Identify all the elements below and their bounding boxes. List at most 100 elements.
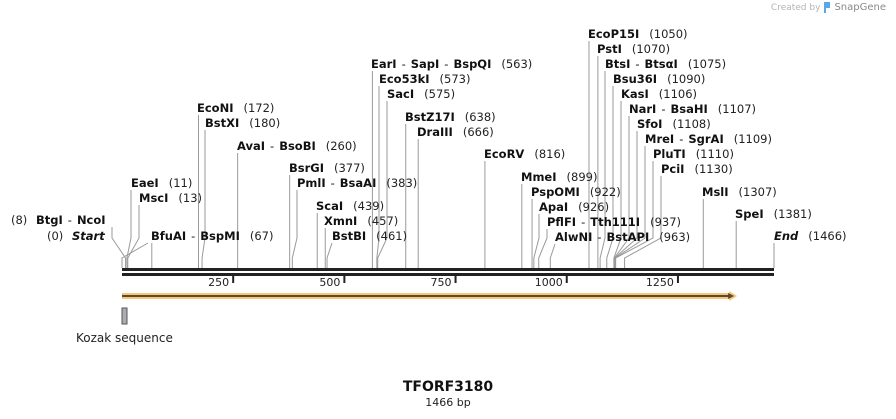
enzyme-name: BspMI (200, 229, 240, 243)
ruler-tick (343, 276, 346, 283)
site-label-bfuai-bspmi[interactable]: BfuAI - BspMI (67) (151, 229, 273, 243)
site-label-bstxi[interactable]: BstXI (180) (205, 116, 280, 130)
enzyme-name: MmeI (521, 170, 557, 184)
credit-brand: SnapGene (834, 2, 886, 13)
name-separator: - (330, 176, 335, 190)
enzyme-name: PluTI (653, 147, 686, 161)
name-separator: - (581, 215, 586, 229)
ruler-ticks (232, 276, 679, 283)
site-label-msli[interactable]: MslI (1307) (702, 185, 777, 199)
site-label-sfoi[interactable]: SfoI (1108) (637, 117, 711, 131)
site-leader-line (533, 214, 540, 268)
site-label-ecorv[interactable]: EcoRV (816) (484, 147, 565, 161)
enzyme-name: BstZ17I (405, 110, 455, 124)
site-label-nari-bsahi[interactable]: NarI - BsaHI (1107) (629, 102, 756, 116)
site-label-bsu36i[interactable]: Bsu36I (1090) (613, 72, 705, 86)
site-label-draiii[interactable]: DraIII (666) (417, 125, 494, 139)
enzyme-name: BfuAI (151, 229, 187, 243)
site-position: (1107) (717, 102, 757, 116)
site-label-psti[interactable]: PstI (1070) (597, 42, 670, 56)
backbone-top-strand[interactable] (122, 268, 774, 271)
site-position: (1109) (733, 132, 772, 146)
snapgene-logo-icon (824, 2, 831, 13)
site-label-bstbi[interactable]: BstBI (461) (332, 229, 407, 243)
site-position: (1307) (738, 185, 777, 199)
site-label-bstz17i[interactable]: BstZ17I (638) (405, 110, 496, 124)
site-label-scai[interactable]: ScaI (439) (316, 199, 384, 213)
site-label-apai[interactable]: ApaI (926) (539, 200, 609, 214)
site-label-pmli-bsaai[interactable]: PmlI - BsaAI (383) (297, 176, 417, 190)
ruler-tick-label: 500 (319, 276, 341, 289)
site-position: (8) (11, 213, 28, 227)
site-position: (937) (650, 215, 682, 229)
site-position: (638) (464, 110, 496, 124)
site-leader-line (291, 190, 298, 268)
enzyme-name: MreI (645, 132, 675, 146)
site-label-pluti[interactable]: PluTI (1110) (653, 147, 734, 161)
site-position: (13) (178, 191, 202, 205)
site-label-btsi-btsαi[interactable]: BtsI - BtsαI (1075) (605, 57, 726, 71)
enzyme-name: EcoNI (197, 101, 234, 115)
name-separator: - (401, 57, 406, 71)
feature-label-kozak[interactable]: Kozak sequence (76, 331, 173, 345)
site-leader-line (624, 176, 662, 268)
site-label-eaei[interactable]: EaeI (11) (131, 176, 192, 190)
dna-backbone[interactable] (122, 268, 774, 276)
site-position: (0) (47, 229, 64, 243)
site-leader-line (538, 229, 548, 268)
enzyme-name: SfoI (637, 117, 663, 131)
site-label-kasi[interactable]: KasI (1106) (621, 87, 697, 101)
enzyme-name: DraIII (417, 125, 453, 139)
site-label-eco53ki[interactable]: Eco53kI (573) (379, 72, 470, 86)
site-label-pspomi[interactable]: PspOMI (922) (531, 185, 621, 199)
enzyme-name: ScaI (316, 199, 344, 213)
enzyme-name: MslI (702, 185, 729, 199)
enzyme-name: PstI (597, 42, 622, 56)
site-position: (11) (168, 176, 193, 190)
site-leader-line (121, 242, 149, 268)
site-leader-line (377, 101, 388, 268)
site-position: (1090) (667, 72, 706, 86)
ruler-tick-label: 750 (430, 276, 452, 289)
site-label-spei[interactable]: SpeI (1381) (735, 207, 812, 221)
site-label-mmei[interactable]: MmeI (899) (521, 170, 597, 184)
site-label-eari-sapi-bspqi[interactable]: EarI - SapI - BspQI (563) (371, 57, 532, 71)
site-label-ecop15i[interactable]: EcoP15I (1050) (588, 27, 688, 41)
orf-arrow-tip-icon (728, 293, 735, 299)
enzyme-name: BstXI (205, 116, 240, 130)
site-label-end[interactable]: End (1466) (774, 229, 847, 243)
enzyme-name: BspQI (453, 57, 492, 71)
site-position: (1130) (694, 162, 733, 176)
site-label-econi[interactable]: EcoNI (172) (197, 101, 274, 115)
site-label-saci[interactable]: SacI (575) (387, 87, 455, 101)
site-position: (377) (334, 161, 365, 175)
site-label-avai-bsobi[interactable]: AvaI - BsoBI (260) (237, 139, 357, 153)
site-position: (383) (386, 176, 418, 190)
enzyme-name: Tth111I (590, 215, 641, 229)
ruler-tick (565, 276, 568, 283)
site-label-start[interactable]: Start (0) (47, 229, 105, 243)
backbone-bottom-strand[interactable] (122, 273, 774, 276)
site-label-alwni-bstapi[interactable]: AlwNI - BstAPI (963) (555, 230, 690, 244)
site-label-btgi-ncoi[interactable]: BtgI - NcoI (8) (11, 213, 106, 227)
site-position: (922) (589, 185, 621, 199)
kozak-feature-box[interactable] (121, 307, 128, 325)
site-position: (457) (367, 214, 399, 228)
site-label-bsrgi[interactable]: BsrGI (377) (289, 161, 365, 175)
ruler-tick (454, 276, 457, 283)
enzyme-name: NcoI (76, 213, 106, 227)
site-position: (1110) (695, 147, 734, 161)
site-label-pcii[interactable]: PciI (1130) (661, 162, 733, 176)
site-position: (1466) (808, 229, 847, 243)
site-label-msci[interactable]: MscI (13) (139, 191, 202, 205)
enzyme-name: PmlI (297, 176, 326, 190)
enzyme-name: XmnI (324, 214, 358, 228)
site-label-xmni[interactable]: XmnI (457) (324, 214, 398, 228)
enzyme-name: Eco53kI (379, 72, 430, 86)
enzyme-name: BsaAI (339, 176, 377, 190)
sequence-length: 1466 bp (425, 396, 471, 409)
site-position: (563) (501, 57, 533, 71)
site-label-pflfi-tth111i[interactable]: PflFI - Tth111I (937) (547, 215, 681, 229)
enzyme-name: BtsI (605, 57, 631, 71)
site-label-mrei-sgrai[interactable]: MreI - SgrAI (1109) (645, 132, 772, 146)
